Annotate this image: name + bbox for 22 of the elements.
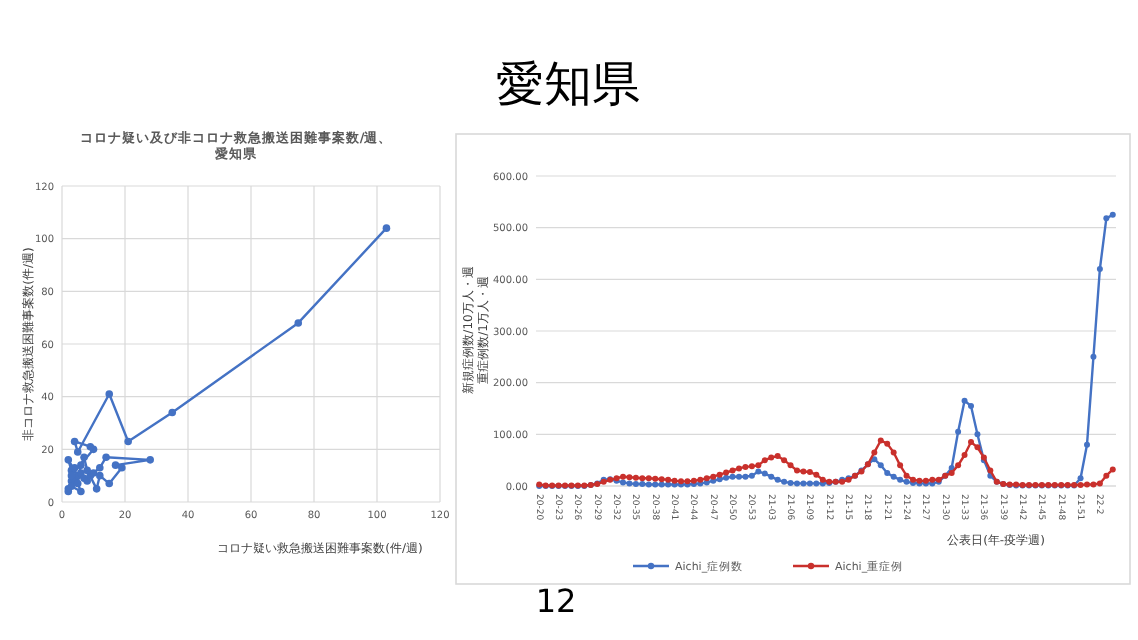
point: [146, 456, 154, 464]
point: [105, 390, 114, 398]
point: [96, 463, 104, 472]
point: [105, 479, 114, 488]
point: [294, 319, 303, 327]
point: [73, 448, 82, 456]
point: [92, 485, 101, 493]
point: [124, 437, 132, 446]
point: [96, 471, 104, 480]
point: [77, 487, 85, 496]
text: 12: [535, 582, 577, 620]
point: [382, 224, 391, 232]
point: [102, 453, 110, 462]
point: [73, 479, 82, 488]
point: [70, 437, 79, 446]
point: [111, 461, 120, 469]
text: 愛知県: [496, 56, 640, 112]
point: [80, 453, 88, 462]
point: [64, 456, 73, 464]
point: [83, 466, 91, 475]
point: [168, 408, 177, 417]
point: [77, 461, 85, 469]
